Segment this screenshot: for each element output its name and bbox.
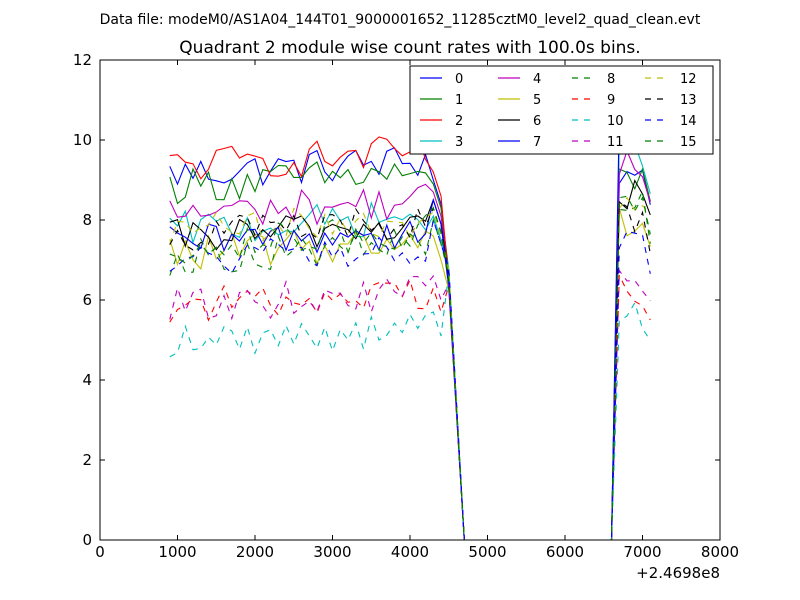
series-line-1 [169,161,651,540]
legend-label-3: 3 [455,135,463,150]
x-tick-label: 0 [95,543,105,561]
x-tick-label: 4000 [391,543,429,561]
y-tick-label: 4 [82,371,92,389]
legend-label-8: 8 [607,72,615,87]
series-layer [169,113,651,540]
series-line-8 [169,189,651,540]
x-tick-label: 2000 [236,543,274,561]
legend-label-6: 6 [533,114,541,129]
series-line-10 [169,272,651,540]
legend-label-11: 11 [607,135,624,150]
x-tick-label: 8000 [701,543,739,561]
series-line-6 [169,179,651,540]
legend-label-4: 4 [533,72,541,87]
legend-label-14: 14 [680,114,697,129]
legend-label-12: 12 [680,72,697,87]
y-tick-label: 10 [73,131,92,149]
y-tick-label: 8 [82,211,92,229]
x-tick-label: 7000 [623,543,661,561]
series-line-13 [169,201,651,540]
series-line-4 [169,149,651,540]
x-tick-label: 1000 [158,543,196,561]
y-tick-label: 2 [82,451,92,469]
series-line-11 [169,269,651,540]
legend-label-2: 2 [455,114,463,129]
series-line-5 [169,207,651,540]
plot-frame [99,59,721,541]
x-tick-label: 6000 [546,543,584,561]
x-offset-label: +2.4698e8 [636,564,720,582]
legend-frame [409,65,714,155]
legend-label-13: 13 [680,93,697,108]
x-tick-label: 3000 [313,543,351,561]
y-tick-label: 0 [82,531,92,549]
legend-label-0: 0 [455,72,463,87]
y-tick-label: 12 [73,51,92,69]
chart-title: Quadrant 2 module wise count rates with … [179,38,640,58]
series-line-0 [169,147,651,540]
legend-label-10: 10 [607,114,624,129]
legend-label-7: 7 [533,135,541,150]
legend-label-15: 15 [680,135,697,150]
x-tick-label: 5000 [468,543,506,561]
figure-suptitle: Data file: modeM0/AS1A04_144T01_90000016… [100,12,701,28]
legend-label-9: 9 [607,93,615,108]
y-tick-label: 6 [82,291,92,309]
series-line-7 [169,115,651,540]
series-line-2 [169,113,651,540]
legend-label-1: 1 [455,93,463,108]
legend-label-5: 5 [533,93,541,108]
ticks-layer: 0 1000 2000 3000 4000 5000 6000 7000 80000246810… [73,51,739,561]
